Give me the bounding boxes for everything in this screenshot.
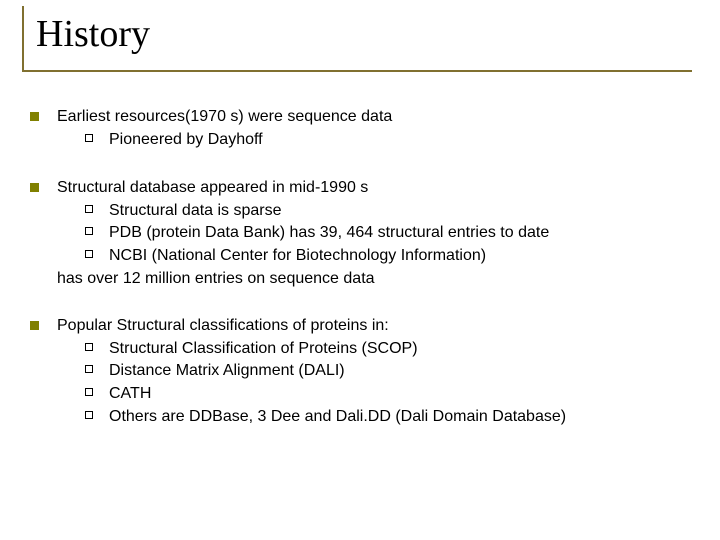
- square-bullet-icon: [30, 321, 39, 330]
- open-square-bullet-icon: [85, 388, 93, 396]
- l2-text: Pioneered by Dayhoff: [109, 129, 702, 151]
- l1-text: Popular Structural classifications of pr…: [57, 315, 702, 337]
- bullet-l1: Structural database appeared in mid-1990…: [30, 177, 702, 289]
- bullet-l2: NCBI (National Center for Biotechnology …: [85, 245, 702, 267]
- content-area: Earliest resources(1970 s) were sequence…: [22, 106, 702, 428]
- l2-text: Others are DDBase, 3 Dee and Dali.DD (Da…: [109, 406, 702, 428]
- bullet-l2: Distance Matrix Alignment (DALI): [85, 360, 702, 382]
- bullet-l1: Popular Structural classifications of pr…: [30, 315, 702, 428]
- l1-body: Structural database appeared in mid-1990…: [57, 177, 702, 289]
- open-square-bullet-icon: [85, 365, 93, 373]
- bullet-l2: CATH: [85, 383, 702, 405]
- l1-text: Earliest resources(1970 s) were sequence…: [57, 106, 702, 128]
- square-bullet-icon: [30, 112, 39, 121]
- bullet-l2: Pioneered by Dayhoff: [85, 129, 702, 151]
- slide-title: History: [36, 12, 692, 56]
- bullet-l1: Earliest resources(1970 s) were sequence…: [30, 106, 702, 151]
- open-square-bullet-icon: [85, 227, 93, 235]
- group-1: Earliest resources(1970 s) were sequence…: [30, 106, 702, 151]
- l1-text: Structural database appeared in mid-1990…: [57, 177, 702, 199]
- group-2: Structural database appeared in mid-1990…: [30, 177, 702, 289]
- open-square-bullet-icon: [85, 250, 93, 258]
- open-square-bullet-icon: [85, 134, 93, 142]
- l2-text: CATH: [109, 383, 702, 405]
- open-square-bullet-icon: [85, 343, 93, 351]
- bullet-l2: Structural Classification of Proteins (S…: [85, 338, 702, 360]
- l2-text: NCBI (National Center for Biotechnology …: [109, 245, 702, 267]
- trail-text: has over 12 million entries on sequence …: [57, 268, 702, 290]
- l2-text: Distance Matrix Alignment (DALI): [109, 360, 702, 382]
- group-3: Popular Structural classifications of pr…: [30, 315, 702, 428]
- bullet-l2: Others are DDBase, 3 Dee and Dali.DD (Da…: [85, 406, 702, 428]
- bullet-l2: PDB (protein Data Bank) has 39, 464 stru…: [85, 222, 702, 244]
- square-bullet-icon: [30, 183, 39, 192]
- bullet-l2: Structural data is sparse: [85, 200, 702, 222]
- l1-body: Popular Structural classifications of pr…: [57, 315, 702, 428]
- l1-body: Earliest resources(1970 s) were sequence…: [57, 106, 702, 151]
- slide: History Earliest resources(1970 s) were …: [22, 6, 702, 526]
- open-square-bullet-icon: [85, 411, 93, 419]
- l2-text: Structural data is sparse: [109, 200, 702, 222]
- open-square-bullet-icon: [85, 205, 93, 213]
- l2-text: Structural Classification of Proteins (S…: [109, 338, 702, 360]
- title-block: History: [22, 6, 692, 72]
- l2-text: PDB (protein Data Bank) has 39, 464 stru…: [109, 222, 702, 244]
